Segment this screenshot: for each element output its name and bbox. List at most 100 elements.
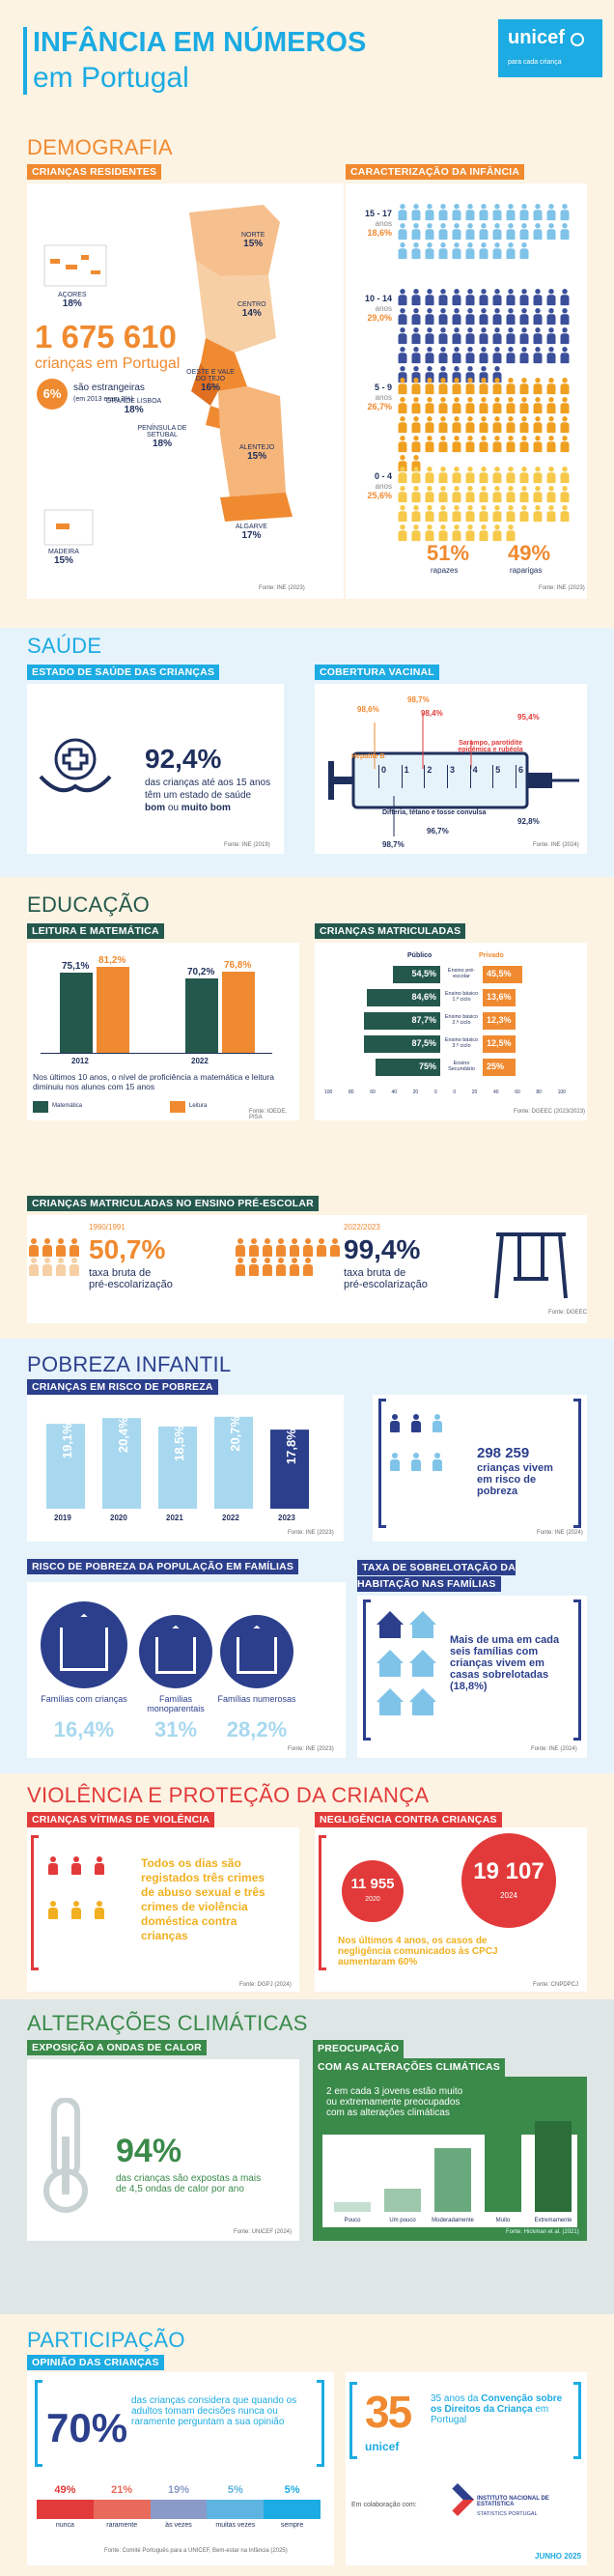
foreign-sublabel: (em 2013 eram 3%) [73, 396, 133, 403]
legend-leit-swatch [170, 1101, 185, 1113]
source-participacao: Fonte: Comité Português para a UNICEF, B… [104, 2548, 288, 2554]
child-icon [452, 486, 462, 503]
tag-estado-saude: ESTADO DE SAÚDE DAS CRIANÇAS [27, 665, 220, 680]
enrol-bar-private: 25% [483, 1059, 516, 1076]
poverty-bar [102, 1418, 141, 1509]
child-icon [492, 486, 503, 503]
concern-bar [334, 2202, 371, 2212]
enrol-bar-private: 45,5% [483, 966, 522, 983]
child-icon [235, 1238, 246, 1258]
child-icon [546, 505, 557, 523]
health-text: das crianças até aos 15 anos têm um esta… [145, 777, 270, 814]
child-icon [533, 347, 544, 364]
legend-leit: Leitura [189, 1103, 208, 1109]
child-icon [452, 204, 462, 221]
thermometer-icon [43, 2098, 88, 2213]
child-icon [560, 204, 571, 221]
child-icon [492, 366, 503, 383]
pisa-value-mat: 70,2% [187, 966, 215, 977]
card-convencao: 35 unicef 35 anos da Convenção sobre os … [346, 2372, 587, 2565]
child-icon [465, 378, 476, 395]
child-icon [411, 327, 422, 345]
violence-text: Todos os dias são registados três crimes… [141, 1856, 265, 1942]
child-icon [560, 327, 571, 345]
age-pictogram [396, 466, 579, 543]
child-icon [438, 347, 449, 364]
calor-pct: 94% [116, 2133, 182, 2169]
child-icon [533, 397, 544, 414]
child-icon [533, 308, 544, 326]
child-icon [289, 1258, 300, 1277]
concern-bar-label: Pouco [344, 2218, 361, 2223]
child-icon [411, 242, 422, 260]
tag-sobrelotacao: TAXA DE SOBRELOTAÇÃO DA HABITAÇÃO NAS FA… [357, 1560, 516, 1592]
legend-mat-swatch [33, 1101, 48, 1113]
enrol-axis-tick: 0 [433, 1090, 437, 1095]
child-icon [479, 467, 489, 484]
section-demografia: DEMOGRAFIA CRIANÇAS RESIDENTES CARACTERI… [0, 114, 614, 628]
source-vacinacao: Fonte: INE (2024) [533, 842, 579, 848]
region-label-alentejo: ALENTEJO 15% [239, 444, 275, 462]
bracket-left-3 [31, 1835, 39, 1970]
child-icon [506, 242, 516, 260]
child-icon [546, 436, 557, 453]
rapazes-pct: 51% [427, 541, 470, 565]
child-icon [302, 1258, 314, 1277]
section-title-pobreza: POBREZA INFANTIL [27, 1352, 232, 1376]
pisa-value-mat: 75,1% [62, 961, 90, 973]
bubble-2024: 19 107 2024 [461, 1833, 556, 1928]
child-icon [398, 223, 408, 241]
child-icon [519, 204, 530, 221]
child-icon [560, 467, 571, 484]
child-icon [438, 327, 449, 345]
child-icon [519, 289, 530, 306]
child-icon [425, 436, 435, 453]
child-icon [438, 378, 449, 395]
child-icon [465, 505, 476, 523]
child-icon [479, 327, 489, 345]
concern-bar-chart: Pouco Um pouco Moderadamente Muito Extremame… [322, 2106, 577, 2227]
legend-mat: Matemática [52, 1103, 83, 1109]
child-icon [492, 524, 503, 542]
scale-pct: 5% [227, 2484, 243, 2496]
child-icon [425, 524, 435, 542]
region-label-lisboa: GRANDE LISBOA 18% [106, 398, 162, 415]
vac-value-6: 92,8% [517, 817, 540, 826]
tag-familias: RISCO DE POBREZA DA POPULAÇÃO EM FAMÍLIA… [27, 1559, 299, 1574]
child-icon [235, 1258, 246, 1277]
card-preocupacao: 2 em cada 3 jovens estão muito ou extrem… [313, 2077, 587, 2241]
pre-year-1: 1990/1991 [89, 1223, 126, 1231]
child-icon [506, 347, 516, 364]
child-icon [465, 397, 476, 414]
enrol-axis-tick: 0 [453, 1090, 457, 1095]
poverty-number: 298 259 [477, 1445, 530, 1461]
source-sobre: Fonte: INE (2024) [531, 1746, 577, 1752]
region-label-algarve: ALGARVE 17% [236, 524, 267, 541]
anos-35: 35 [365, 2387, 412, 2437]
child-icon [55, 1258, 67, 1277]
bracket-left-2 [363, 1599, 371, 1741]
child-icon [465, 242, 476, 260]
child-icon [398, 455, 408, 472]
map-region-norte [189, 205, 280, 276]
child-icon [275, 1258, 287, 1277]
vaccine-tick: 1 [401, 765, 409, 788]
pisa-baseline [41, 1053, 272, 1054]
enrol-level-label: Ensino pré-escolar [447, 968, 476, 979]
child-icon [479, 308, 489, 326]
family-people [388, 1414, 465, 1482]
child-icon [398, 378, 408, 395]
child-icon [398, 524, 408, 542]
child-icon [465, 347, 476, 364]
child-icon [479, 289, 489, 306]
enrol-level-label: Ensino Secundário [448, 1061, 475, 1072]
enrol-level-label: Ensino básico 1.º ciclo [444, 991, 479, 1003]
page-subtitle: em Portugal [33, 62, 189, 94]
child-icon [465, 223, 476, 241]
enrol-bar-public: 54,5% [392, 966, 440, 983]
section-title-saude: SAÚDE [27, 634, 102, 658]
vaccine-tick: 0 [378, 765, 386, 788]
child-icon [465, 416, 476, 434]
conv-text: 35 anos da Convenção sobre os Direitos d… [431, 2393, 563, 2425]
poverty-bar-label: 20,7% [228, 1415, 242, 1451]
